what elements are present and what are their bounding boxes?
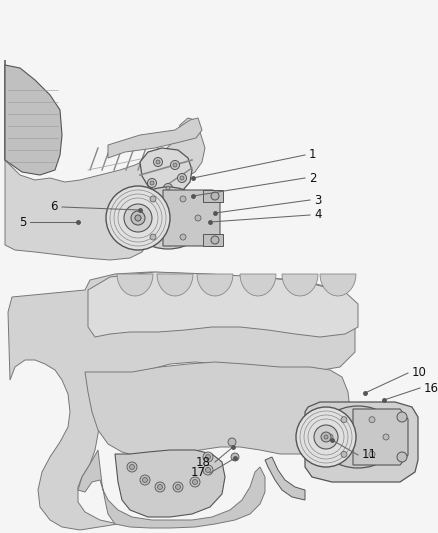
Polygon shape bbox=[203, 234, 223, 246]
Polygon shape bbox=[140, 148, 192, 195]
Circle shape bbox=[324, 435, 328, 439]
Circle shape bbox=[150, 234, 156, 240]
Circle shape bbox=[153, 157, 162, 166]
Circle shape bbox=[148, 179, 156, 188]
Circle shape bbox=[173, 482, 183, 492]
Polygon shape bbox=[265, 457, 305, 500]
Polygon shape bbox=[88, 272, 358, 337]
Circle shape bbox=[321, 432, 331, 442]
Circle shape bbox=[150, 196, 156, 202]
Polygon shape bbox=[305, 402, 418, 482]
Text: 5: 5 bbox=[19, 215, 26, 229]
Circle shape bbox=[205, 455, 211, 459]
Text: 11: 11 bbox=[362, 448, 377, 462]
Circle shape bbox=[180, 176, 184, 180]
Polygon shape bbox=[85, 362, 350, 457]
Circle shape bbox=[155, 482, 165, 492]
Circle shape bbox=[124, 204, 152, 232]
Circle shape bbox=[397, 412, 407, 422]
Polygon shape bbox=[5, 60, 205, 260]
Circle shape bbox=[192, 480, 198, 484]
Circle shape bbox=[127, 462, 137, 472]
Circle shape bbox=[203, 452, 213, 462]
Circle shape bbox=[150, 181, 154, 185]
Circle shape bbox=[341, 451, 347, 457]
Circle shape bbox=[131, 211, 145, 225]
Polygon shape bbox=[8, 272, 355, 530]
Ellipse shape bbox=[318, 406, 398, 468]
Circle shape bbox=[177, 174, 187, 182]
Circle shape bbox=[173, 163, 177, 167]
Polygon shape bbox=[282, 274, 318, 296]
Polygon shape bbox=[115, 450, 225, 517]
Circle shape bbox=[140, 475, 150, 485]
Circle shape bbox=[130, 464, 134, 470]
Circle shape bbox=[190, 477, 200, 487]
Circle shape bbox=[135, 215, 141, 221]
Circle shape bbox=[327, 434, 333, 440]
Circle shape bbox=[296, 407, 356, 467]
Text: 18: 18 bbox=[196, 456, 211, 469]
Circle shape bbox=[156, 160, 160, 164]
Circle shape bbox=[106, 186, 170, 250]
Circle shape bbox=[397, 452, 407, 462]
Polygon shape bbox=[353, 409, 408, 465]
Text: 10: 10 bbox=[412, 367, 427, 379]
Circle shape bbox=[142, 478, 148, 482]
Polygon shape bbox=[197, 274, 233, 296]
Circle shape bbox=[228, 438, 236, 446]
Circle shape bbox=[203, 465, 213, 475]
Polygon shape bbox=[117, 274, 153, 296]
Circle shape bbox=[369, 451, 375, 457]
Circle shape bbox=[211, 192, 219, 200]
Polygon shape bbox=[320, 274, 356, 296]
Circle shape bbox=[135, 215, 141, 221]
Polygon shape bbox=[157, 274, 193, 296]
Circle shape bbox=[180, 234, 186, 240]
Text: 17: 17 bbox=[191, 466, 206, 480]
Polygon shape bbox=[5, 65, 62, 175]
Circle shape bbox=[205, 467, 211, 472]
Text: 2: 2 bbox=[309, 172, 317, 184]
Ellipse shape bbox=[129, 187, 207, 249]
Text: 4: 4 bbox=[314, 208, 321, 222]
Circle shape bbox=[170, 160, 180, 169]
Circle shape bbox=[176, 484, 180, 489]
Polygon shape bbox=[203, 190, 223, 202]
Circle shape bbox=[369, 417, 375, 423]
Circle shape bbox=[211, 236, 219, 244]
Polygon shape bbox=[240, 274, 276, 296]
Circle shape bbox=[158, 484, 162, 489]
Circle shape bbox=[163, 183, 173, 192]
Text: 3: 3 bbox=[314, 193, 321, 206]
Circle shape bbox=[314, 425, 338, 449]
Text: 16: 16 bbox=[424, 382, 438, 394]
Circle shape bbox=[195, 215, 201, 221]
Circle shape bbox=[383, 434, 389, 440]
Circle shape bbox=[341, 417, 347, 423]
Text: 1: 1 bbox=[309, 149, 317, 161]
Polygon shape bbox=[108, 118, 202, 158]
Circle shape bbox=[180, 196, 186, 202]
Circle shape bbox=[231, 453, 239, 461]
Polygon shape bbox=[163, 190, 220, 246]
Text: 6: 6 bbox=[50, 200, 58, 214]
Polygon shape bbox=[78, 450, 265, 528]
Circle shape bbox=[166, 186, 170, 190]
